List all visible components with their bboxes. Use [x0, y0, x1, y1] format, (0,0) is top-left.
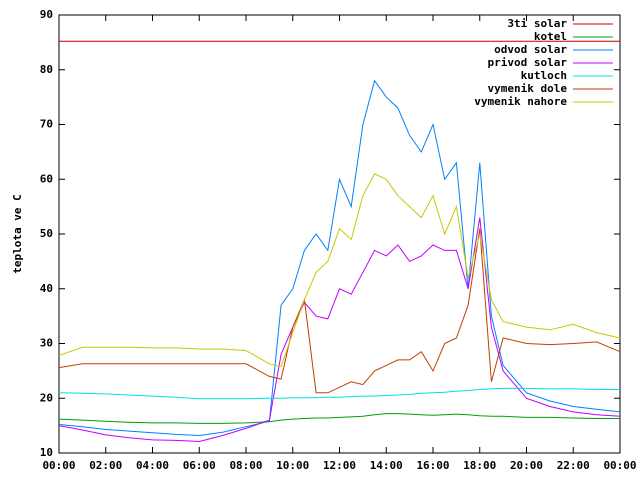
x-tick-label: 12:00 [323, 459, 356, 472]
y-tick-label: 60 [40, 172, 53, 185]
x-tick-label: 18:00 [463, 459, 496, 472]
legend-label: odvod solar [494, 43, 567, 56]
x-tick-label: 02:00 [89, 459, 122, 472]
x-tick-label: 00:00 [603, 459, 636, 472]
legend-label: kotel [534, 30, 567, 43]
series-line [58, 387, 620, 400]
legend-label: vymenik dole [488, 82, 568, 95]
legend-label: 3ti solar [507, 17, 567, 30]
x-tick-label: 00:00 [42, 459, 75, 472]
x-tick-label: 08:00 [229, 459, 262, 472]
x-tick-label: 10:00 [276, 459, 309, 472]
series-line [58, 79, 621, 437]
x-tick-label: 22:00 [557, 459, 590, 472]
legend-label: privod solar [488, 56, 568, 69]
y-tick-label: 20 [40, 391, 53, 404]
x-tick-label: 04:00 [136, 459, 169, 472]
x-tick-label: 14:00 [370, 459, 403, 472]
x-tick-label: 20:00 [510, 459, 543, 472]
y-tick-label: 30 [40, 337, 53, 350]
legend-label: kutloch [521, 69, 567, 82]
series-line [58, 413, 620, 424]
y-tick-label: 50 [40, 227, 53, 240]
series-line [58, 217, 621, 443]
y-tick-label: 40 [40, 282, 53, 295]
y-tick-label: 90 [40, 8, 53, 21]
y-axis-label: teplota ve C [11, 194, 24, 273]
y-tick-label: 70 [40, 118, 53, 131]
y-tick-label: 80 [40, 63, 53, 76]
series-line [58, 228, 621, 394]
x-tick-label: 06:00 [183, 459, 216, 472]
y-tick-label: 10 [40, 446, 53, 459]
x-tick-label: 16:00 [416, 459, 449, 472]
series-line [58, 173, 621, 368]
legend-label: vymenik nahore [474, 95, 567, 108]
